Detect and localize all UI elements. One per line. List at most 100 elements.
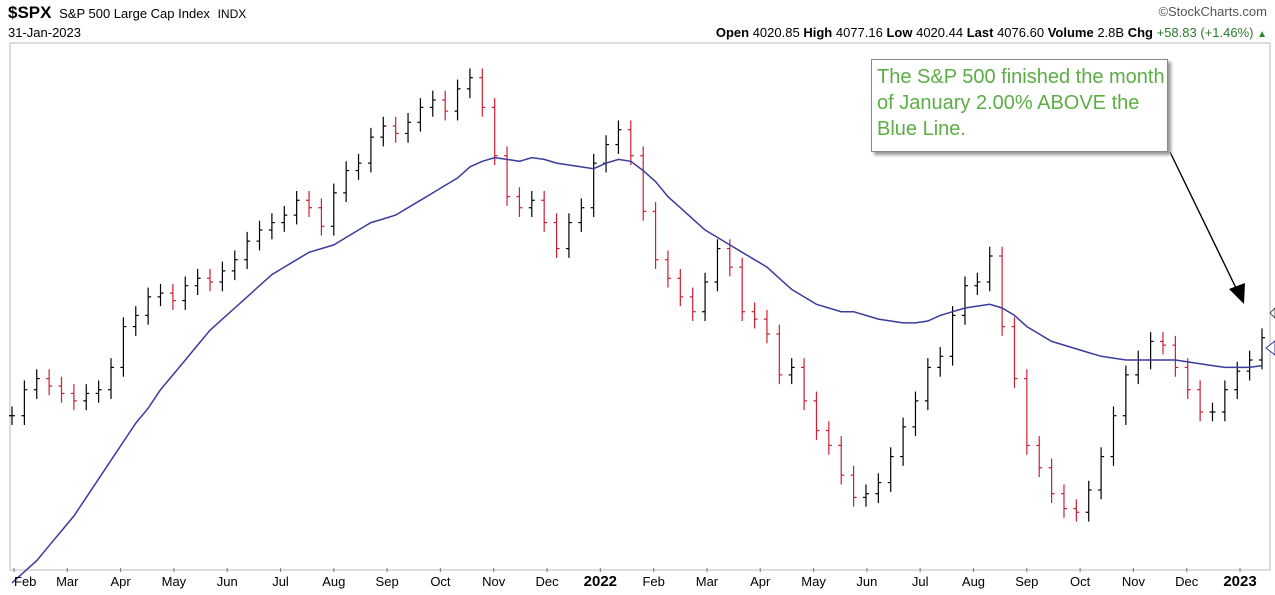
price-bar: [1098, 447, 1105, 500]
price-bar: [640, 146, 647, 221]
price-bar: [1048, 458, 1055, 503]
price-bar: [1011, 317, 1018, 388]
price-bar: [900, 417, 907, 466]
brand-watermark: ©StockCharts.com: [1158, 4, 1267, 19]
price-bar: [392, 116, 399, 143]
x-axis-label: Mar: [56, 574, 79, 589]
moving-average-line: [11, 156, 1263, 584]
price-bar: [58, 376, 65, 403]
chg-value: +58.83 (+1.46%): [1156, 25, 1254, 40]
price-bar: [875, 473, 882, 503]
price-bar: [479, 68, 486, 117]
price-bar: [516, 187, 523, 217]
price-bar: [714, 239, 721, 292]
price-bar: [1209, 402, 1216, 422]
price-bar: [1036, 436, 1043, 477]
price-bar: [578, 198, 585, 232]
price-bar: [664, 250, 671, 288]
ticker-symbol: $SPX: [8, 3, 52, 22]
price-bar: [380, 116, 387, 147]
price-bar: [120, 317, 127, 377]
price-bar: [207, 269, 214, 292]
price-bar: [999, 246, 1006, 336]
price-bar: [961, 276, 968, 325]
price-bar: [256, 220, 263, 251]
index-name: S&P 500 Large Cap Index: [59, 6, 210, 21]
x-axis-label: Apr: [110, 574, 131, 589]
price-bar: [108, 358, 115, 399]
price-bar: [169, 283, 176, 310]
price-bar: [1259, 328, 1265, 370]
price-bar: [330, 183, 337, 236]
price-bar: [405, 113, 412, 143]
price-bar: [1085, 480, 1092, 522]
x-axis-label: May: [801, 574, 826, 589]
price-bar: [887, 447, 894, 492]
x-axis-label: Dec: [1175, 574, 1199, 589]
price-bar: [182, 276, 189, 310]
price-bar: [1197, 380, 1204, 422]
x-axis-label: Nov: [1122, 574, 1146, 589]
price-bar: [466, 68, 473, 99]
last-label: Last: [966, 25, 994, 40]
x-axis-label: Sep: [1015, 574, 1038, 589]
volume-label: Volume: [1047, 25, 1094, 40]
price-bar: [46, 369, 53, 396]
price-bar: [244, 231, 251, 269]
price-bar: [1122, 365, 1129, 425]
price-bar: [590, 153, 597, 217]
price-bar: [132, 306, 139, 336]
price-bar: [293, 191, 300, 225]
price-bar: [367, 127, 374, 173]
price-bar: [1172, 335, 1179, 377]
price-bar: [751, 302, 758, 329]
price-bar: [504, 146, 511, 206]
annotation-arrowhead: [1229, 283, 1245, 304]
x-axis-label: 2022: [584, 573, 617, 590]
price-bar: [1110, 406, 1117, 466]
price-bar: [788, 358, 795, 385]
price-bar: [343, 161, 350, 203]
x-axis-label: Jun: [856, 574, 877, 589]
price-bar: [924, 358, 931, 411]
x-axis-label: Oct: [1070, 574, 1091, 589]
price-bar: [454, 79, 461, 121]
price-bar: [33, 369, 40, 399]
price-bar: [417, 98, 424, 132]
low-label: Low: [886, 25, 913, 40]
price-bar: [219, 261, 226, 292]
annotation-callout: The S&P 500 finished the month of Januar…: [871, 59, 1168, 152]
price-bar: [1060, 484, 1067, 518]
price-bar: [949, 306, 956, 366]
price-bar: [689, 287, 696, 321]
quote-stats: Open 4020.85 High 4077.16 Low 4020.44 La…: [716, 25, 1267, 40]
x-axis-label: Jun: [217, 574, 238, 589]
price-bar: [268, 213, 275, 240]
price-bar: [615, 120, 622, 154]
chart-symbol-header: $SPX S&P 500 Large Cap Index INDX: [8, 3, 246, 23]
chg-label: Chg: [1127, 25, 1153, 40]
price-bar: [627, 120, 634, 165]
annotation-arrow-line: [1169, 151, 1238, 291]
price-bar: [157, 283, 164, 307]
price-bar: [1023, 369, 1030, 455]
price-bar: [306, 191, 313, 217]
last-price-marker: [1269, 307, 1275, 319]
plot-frame: [9, 42, 1271, 571]
price-bars: [9, 68, 1265, 522]
open-value: 4020.85: [752, 25, 800, 40]
price-bar: [318, 198, 325, 236]
up-arrow-icon: ▲: [1257, 29, 1267, 40]
price-bar: [862, 484, 869, 507]
price-bar: [1246, 350, 1253, 381]
price-bar: [1159, 332, 1166, 355]
x-axis-label: Sep: [376, 574, 399, 589]
price-bar: [541, 191, 548, 232]
price-bar: [1135, 350, 1142, 385]
x-axis-label: Dec: [535, 574, 559, 589]
price-bar: [145, 287, 152, 325]
price-bar: [702, 272, 709, 321]
x-axis-label: Aug: [322, 574, 345, 589]
price-bar: [1184, 358, 1191, 399]
